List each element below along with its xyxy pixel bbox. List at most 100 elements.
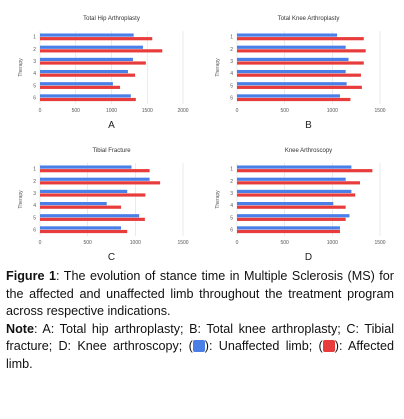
bar	[40, 214, 140, 218]
bar	[40, 82, 113, 86]
panel-label: D	[305, 252, 312, 263]
bar	[40, 189, 128, 194]
y-tick-label: 6	[33, 95, 36, 101]
y-tick-label: 4	[230, 71, 233, 77]
bar	[40, 45, 143, 49]
chart-title: Knee Arthroscopy	[285, 148, 332, 154]
caption-text: : The evolution of stance time in Multip…	[6, 269, 394, 318]
bar	[40, 169, 150, 173]
panel-label: A	[108, 120, 115, 131]
bar	[40, 165, 132, 169]
bar	[40, 61, 146, 65]
note-text: : A: Total hip arthroplasty; B: Total kn…	[6, 321, 394, 354]
x-tick-label: 500	[72, 108, 81, 114]
chart-title: Total Hip Arthroplasty	[83, 16, 140, 22]
y-tick-label: 4	[230, 203, 233, 209]
bar	[237, 73, 361, 77]
bar	[40, 181, 161, 185]
legend-swatch	[192, 340, 205, 352]
note-label: Note	[6, 321, 34, 336]
y-tick-label: 1	[33, 167, 36, 173]
bar	[237, 177, 346, 181]
y-tick-label: 5	[33, 83, 36, 89]
bar	[237, 85, 362, 89]
bar	[40, 69, 128, 74]
y-tick-label: 6	[230, 227, 233, 233]
bar	[40, 229, 128, 234]
bar	[40, 217, 145, 221]
bar	[40, 57, 133, 62]
chart-title: Total Knee Arthroplasty	[278, 16, 340, 22]
y-tick-label: 1	[33, 35, 36, 41]
x-tick-label: 1000	[327, 240, 338, 246]
bar	[40, 37, 153, 41]
legend-unaffected: ): Unaffected limb; (	[204, 339, 323, 353]
y-tick-label: 5	[230, 83, 233, 89]
bar	[40, 177, 150, 181]
bar	[237, 57, 349, 62]
bar	[40, 205, 122, 209]
x-tick-label: 1500	[374, 240, 385, 246]
y-tick-label: 5	[33, 215, 36, 221]
bar	[237, 97, 351, 102]
bar	[237, 61, 364, 65]
x-tick-label: 1500	[142, 108, 153, 114]
x-tick-label: 0	[236, 108, 239, 114]
y-tick-label: 2	[230, 179, 233, 185]
bar	[40, 94, 131, 98]
chart-title: Tibial Fracture	[92, 148, 131, 154]
y-tick-label: 4	[33, 71, 36, 77]
y-tick-label: 6	[230, 95, 233, 101]
bar	[237, 217, 346, 221]
x-tick-label: 1000	[106, 108, 117, 114]
bar	[40, 97, 136, 102]
legend-affected: ): Affected limb.	[6, 339, 394, 371]
bar	[237, 37, 364, 41]
bar	[237, 201, 334, 206]
y-tick-label: 3	[33, 191, 36, 197]
panel-label: C	[108, 252, 115, 263]
y-tick-label: 1	[230, 167, 233, 173]
bar	[237, 45, 346, 49]
x-tick-label: 1500	[177, 240, 188, 246]
bar	[237, 205, 346, 209]
y-tick-label: 3	[33, 59, 36, 65]
y-tick-label: 5	[230, 215, 233, 221]
bar	[40, 49, 163, 53]
bar	[237, 49, 366, 53]
bar	[237, 165, 352, 169]
y-axis-label: Therapy	[215, 58, 221, 77]
y-tick-label: 2	[230, 47, 233, 53]
x-tick-label: 1000	[327, 108, 338, 114]
y-tick-label: 3	[230, 59, 233, 65]
bar	[237, 214, 350, 218]
x-tick-label: 500	[83, 240, 92, 246]
x-tick-label: 2000	[177, 108, 188, 114]
bar	[237, 226, 340, 230]
x-tick-label: 0	[39, 240, 42, 246]
y-tick-label: 2	[33, 179, 36, 185]
bar	[237, 229, 340, 234]
figure-label: Figure 1	[6, 269, 56, 283]
bar	[40, 226, 122, 230]
legend-swatch	[322, 340, 335, 352]
y-axis-label: Therapy	[215, 190, 221, 209]
x-tick-label: 1000	[130, 240, 141, 246]
bar	[237, 33, 338, 37]
x-tick-label: 500	[280, 240, 289, 246]
bar	[237, 82, 347, 86]
bar	[40, 85, 121, 89]
y-axis-label: Therapy	[18, 190, 24, 209]
bar	[40, 201, 107, 206]
bar	[237, 193, 356, 197]
bar	[40, 193, 146, 197]
bar	[237, 189, 352, 194]
bar	[237, 94, 340, 98]
y-tick-label: 4	[33, 203, 36, 209]
bar	[40, 73, 136, 77]
panel-label: B	[305, 120, 312, 131]
y-tick-label: 6	[33, 227, 36, 233]
x-tick-label: 0	[39, 108, 42, 114]
x-tick-label: 1500	[374, 108, 385, 114]
